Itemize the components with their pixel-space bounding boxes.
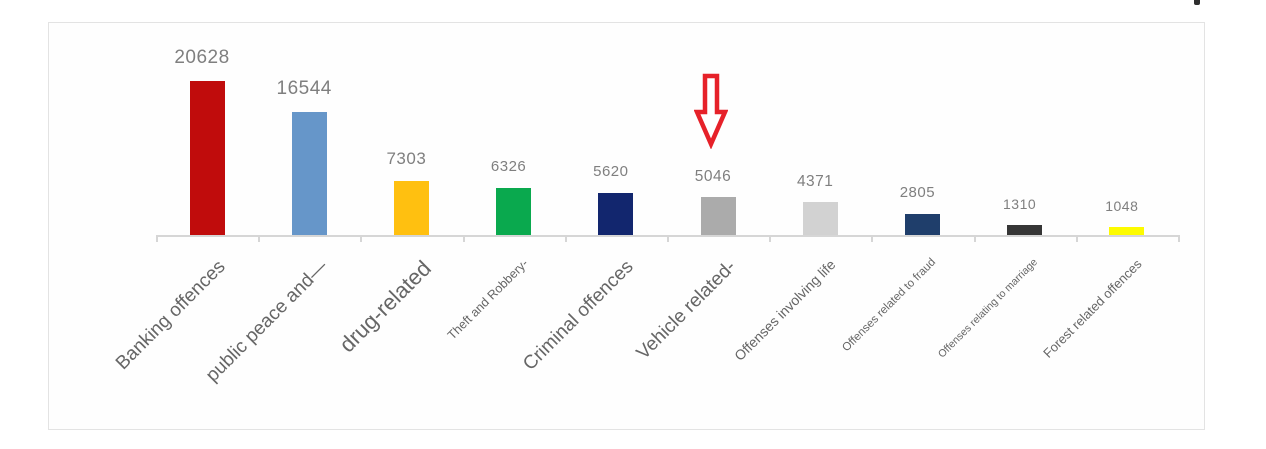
axis-tick bbox=[258, 235, 261, 242]
bar-value-label: 20628 bbox=[174, 47, 230, 68]
bar bbox=[1109, 227, 1145, 235]
cropped-character-artifact bbox=[1194, 0, 1200, 5]
category-label: Offenses related to fraud bbox=[840, 256, 939, 355]
axis-tick bbox=[564, 235, 567, 242]
bar-value-label: 4371 bbox=[796, 172, 834, 190]
axis-tick bbox=[667, 235, 669, 242]
category-label: Offenses involving life bbox=[731, 256, 839, 364]
bar-value-label: 5046 bbox=[694, 167, 732, 185]
bar bbox=[496, 188, 532, 235]
category-label: Criminal offences bbox=[519, 256, 638, 375]
category-label: Forest related offences bbox=[1040, 256, 1145, 361]
axis-tick bbox=[871, 235, 874, 242]
bar bbox=[1007, 225, 1043, 235]
annotation-arrow bbox=[694, 73, 728, 149]
bar-value-label: 2805 bbox=[899, 184, 936, 201]
category-label: Banking offences bbox=[111, 256, 230, 374]
category-label: Theft and Robbery- bbox=[444, 256, 531, 343]
bar bbox=[802, 202, 838, 235]
axis-tick bbox=[769, 235, 772, 242]
bar bbox=[189, 81, 225, 235]
axis-tick bbox=[360, 235, 363, 242]
axis-tick bbox=[1075, 235, 1078, 242]
axis-tick bbox=[973, 235, 976, 242]
chart-panel: 20628 Banking offences 16544 public peace a… bbox=[48, 22, 1205, 430]
bar-value-label: 1310 bbox=[1003, 196, 1037, 212]
bar-value-label: 5620 bbox=[593, 163, 629, 180]
axis-tick bbox=[462, 235, 465, 242]
axis-tick bbox=[156, 235, 158, 242]
category-label: drug-related bbox=[334, 255, 436, 358]
bar-value-label: 1048 bbox=[1105, 198, 1139, 214]
bar bbox=[598, 193, 634, 235]
bar-value-label: 6326 bbox=[490, 158, 527, 175]
annotation-arrow-path bbox=[694, 73, 728, 149]
bar-value-label: 16544 bbox=[276, 78, 332, 99]
category-label: Offenses relating to marriage bbox=[936, 256, 1041, 361]
bar bbox=[700, 197, 736, 235]
bar bbox=[291, 112, 327, 235]
plot-area: 20628 Banking offences 16544 public peace a… bbox=[49, 23, 1204, 429]
category-label: Vehicle related- bbox=[632, 256, 741, 364]
axis-tick bbox=[1178, 235, 1180, 242]
bar bbox=[393, 181, 429, 235]
bar-value-label: 7303 bbox=[386, 149, 427, 168]
bar bbox=[904, 214, 940, 235]
